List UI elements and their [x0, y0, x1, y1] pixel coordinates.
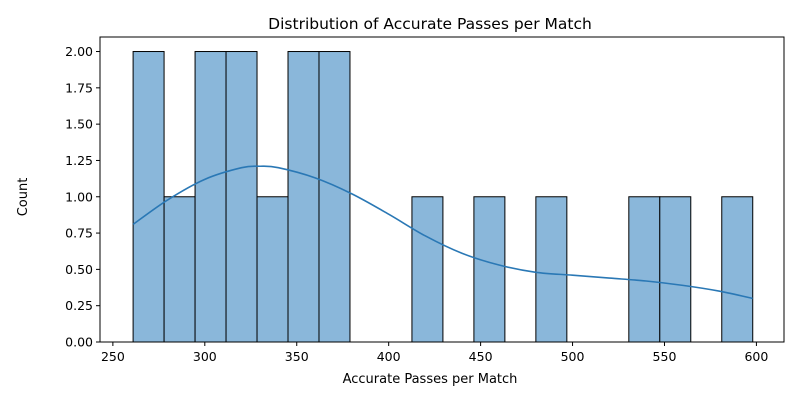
x-tick-label: 500 — [561, 349, 585, 364]
chart-title: Distribution of Accurate Passes per Matc… — [268, 15, 592, 33]
histogram-bar — [287, 51, 320, 343]
kde-line — [132, 165, 753, 300]
x-axis-ticks: 250 300 350 400 450 500 550 600 — [101, 342, 768, 364]
histogram-bar — [256, 196, 289, 343]
kde-group — [132, 165, 753, 300]
histogram-bar — [659, 196, 692, 343]
x-tick-label: 300 — [193, 349, 217, 364]
y-tick-label: 1.50 — [65, 117, 93, 132]
bars-group — [132, 51, 754, 343]
y-tick-label: 0.50 — [65, 262, 93, 277]
histogram-bar — [721, 196, 754, 343]
histogram-bar — [535, 196, 568, 343]
x-tick-label: 450 — [469, 349, 493, 364]
histogram-bar — [225, 51, 258, 343]
y-tick-label: 0.25 — [65, 298, 93, 313]
histogram-bar — [194, 51, 227, 343]
y-axis-ticks: 0.00 0.25 0.50 0.75 1.00 1.25 1.50 1.75 2.00 — [65, 44, 100, 350]
y-tick-label: 0.00 — [65, 335, 93, 350]
y-tick-label: 2.00 — [65, 44, 93, 59]
histogram-bar — [628, 196, 661, 343]
histogram-bar — [473, 196, 506, 343]
histogram-bar — [163, 196, 196, 343]
y-tick-label: 0.75 — [65, 226, 93, 241]
y-axis-label: Count — [16, 178, 31, 217]
x-axis-label: Accurate Passes per Match — [343, 372, 518, 387]
x-tick-label: 600 — [744, 349, 768, 364]
y-tick-label: 1.75 — [65, 80, 93, 95]
plot-frame — [99, 36, 785, 343]
x-tick-label: 350 — [285, 349, 309, 364]
histogram-bar — [318, 51, 351, 343]
x-tick-label: 400 — [377, 349, 401, 364]
y-tick-label: 1.00 — [65, 189, 93, 204]
y-tick-label: 1.25 — [65, 153, 93, 168]
histogram-bar — [132, 51, 165, 343]
x-tick-label: 250 — [101, 349, 125, 364]
histogram-bar — [411, 196, 444, 343]
x-tick-label: 550 — [653, 349, 677, 364]
